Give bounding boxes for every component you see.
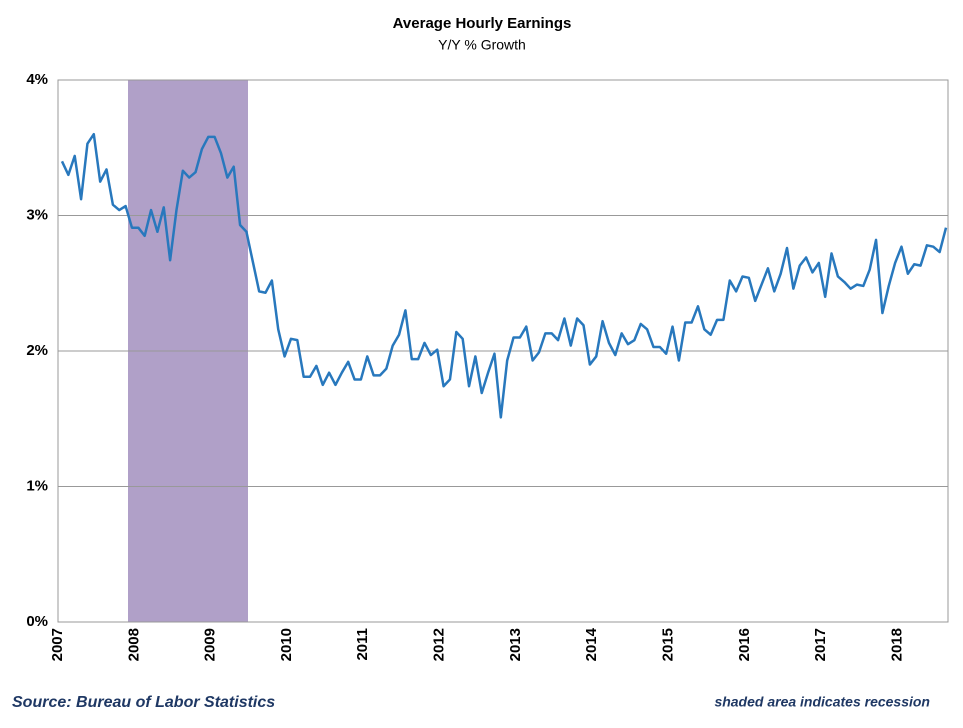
x-tick-label: 2008: [125, 628, 142, 661]
y-tick-label: 1%: [26, 477, 48, 494]
chart-subtitle: Y/Y % Growth: [438, 37, 526, 53]
y-tick-label: 4%: [26, 71, 48, 88]
y-tick-label: 0%: [26, 613, 48, 630]
x-tick-label: 2015: [660, 628, 677, 661]
source-note: Source: Bureau of Labor Statistics: [12, 694, 275, 711]
shading-note: shaded area indicates recession: [714, 694, 930, 710]
x-tick-label: 2014: [583, 627, 600, 661]
x-tick-label: 2010: [278, 628, 295, 661]
x-tick-label: 2011: [354, 628, 371, 661]
x-tick-label: 2012: [431, 628, 448, 661]
x-tick-label: 2013: [507, 628, 524, 661]
chart-title: Average Hourly Earnings: [393, 15, 572, 32]
x-tick-label: 2016: [736, 628, 753, 661]
data-line: [60, 132, 948, 419]
y-tick-label: 3%: [26, 206, 48, 223]
x-tick-label: 2017: [812, 628, 829, 661]
y-tick-label: 2%: [26, 342, 48, 359]
x-tick-label: 2007: [49, 628, 66, 661]
plot-border: [57, 79, 949, 623]
x-tick-label: 2009: [202, 628, 219, 661]
x-tick-label: 2018: [888, 628, 905, 661]
